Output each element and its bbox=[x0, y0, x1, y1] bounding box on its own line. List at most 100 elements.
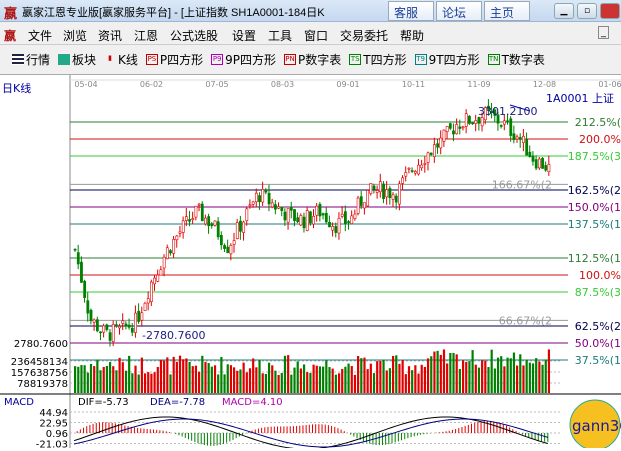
volume-bar bbox=[528, 362, 531, 393]
volume-bar bbox=[128, 355, 131, 393]
volume-axis-label: 236458134 bbox=[11, 357, 68, 368]
candle bbox=[92, 319, 96, 323]
volume-bar bbox=[369, 363, 372, 393]
volume-bar bbox=[194, 365, 198, 393]
candle bbox=[156, 274, 160, 282]
volume-bar bbox=[77, 366, 80, 393]
menu-gann[interactable]: 江恩 bbox=[134, 29, 159, 43]
candle bbox=[248, 204, 252, 207]
gann-logo-text: gann36 bbox=[572, 417, 621, 435]
candle-icon: ▮ bbox=[108, 54, 112, 62]
candle bbox=[369, 183, 373, 194]
volume-bar bbox=[74, 366, 77, 393]
candle bbox=[382, 183, 385, 199]
candle bbox=[471, 122, 475, 125]
volume-bar bbox=[309, 372, 312, 393]
candle bbox=[165, 247, 169, 259]
volume-bar bbox=[531, 363, 535, 393]
candle bbox=[296, 217, 300, 223]
candle bbox=[528, 151, 532, 158]
volume-bar bbox=[118, 357, 121, 393]
candle bbox=[80, 261, 83, 283]
candle bbox=[162, 256, 166, 269]
toolbar-item-5[interactable]: PN P数字表 bbox=[284, 51, 341, 68]
candle bbox=[522, 136, 525, 143]
volume-bar bbox=[477, 367, 481, 393]
restore-button[interactable]: _ bbox=[598, 26, 609, 39]
volume-bar bbox=[245, 372, 248, 393]
toolbar-label: K线 bbox=[118, 53, 138, 67]
menu-help[interactable]: 帮助 bbox=[400, 29, 425, 43]
candle bbox=[363, 202, 366, 209]
service-button[interactable]: 客服 bbox=[388, 1, 434, 21]
toolbar-item-3[interactable]: PS P四方形 bbox=[145, 51, 203, 68]
volume-bar bbox=[182, 359, 185, 393]
minimize-button[interactable]: ▁ bbox=[554, 3, 574, 19]
volume-bar bbox=[404, 374, 407, 393]
chart-canvas[interactable]: 日K线 05-04 06-02 07-05 08-03 09-01 10-11 11-09 12… bbox=[0, 75, 621, 451]
volume-bar bbox=[172, 356, 175, 393]
toolbar-item-4[interactable]: P9 9P四方形 bbox=[211, 51, 276, 68]
volume-bar bbox=[175, 361, 178, 393]
candle bbox=[404, 172, 408, 177]
candle bbox=[420, 164, 424, 169]
candle bbox=[452, 130, 455, 135]
close-button[interactable] bbox=[600, 3, 620, 19]
volume-bar bbox=[121, 362, 124, 393]
toolbar-item-1[interactable]: 板块 bbox=[58, 51, 96, 68]
candle bbox=[312, 216, 316, 225]
candle bbox=[134, 312, 137, 333]
date-tick: 10-11 bbox=[402, 80, 425, 89]
menu-settings[interactable]: 设置 bbox=[232, 29, 257, 43]
toolbar-item-0[interactable]: 行情 bbox=[12, 51, 50, 68]
menu-stock-screen[interactable]: 公式选股 bbox=[170, 29, 219, 43]
candle bbox=[518, 137, 522, 140]
blocks-icon bbox=[58, 54, 71, 65]
volume-bar bbox=[271, 365, 274, 393]
volume-bar bbox=[315, 365, 318, 393]
toolbar-label: T数字表 bbox=[501, 53, 545, 67]
macd-dea: DEA=-7.78 bbox=[150, 397, 205, 408]
candle bbox=[150, 281, 153, 302]
menu-news[interactable]: 资讯 bbox=[98, 29, 123, 43]
menu-file[interactable]: 文件 bbox=[28, 29, 53, 43]
candle bbox=[223, 245, 226, 249]
toolbar-item-2[interactable]: ▮ K线 bbox=[104, 51, 138, 68]
volume-bar bbox=[143, 373, 147, 393]
candle bbox=[232, 240, 236, 245]
app-logo: 嬴 bbox=[4, 7, 18, 22]
toolbar-item-7[interactable]: T9 9T四方形 bbox=[414, 51, 480, 68]
volume-bar bbox=[525, 359, 528, 393]
homepage-button[interactable]: 主页 bbox=[484, 1, 530, 21]
menu-trade[interactable]: 交易委托 bbox=[340, 29, 389, 43]
candle bbox=[302, 216, 306, 229]
menu-window[interactable]: 窗口 bbox=[304, 29, 329, 43]
volume-bar bbox=[198, 371, 201, 393]
volume-bar bbox=[210, 366, 213, 393]
menu-browse[interactable]: 浏览 bbox=[63, 29, 88, 43]
toolbar-item-6[interactable]: TS T四方形 bbox=[349, 51, 407, 68]
candle bbox=[343, 211, 347, 224]
volume-bar bbox=[86, 372, 89, 393]
maximize-button[interactable]: ▫ bbox=[577, 3, 597, 19]
candle bbox=[146, 298, 150, 304]
candle bbox=[509, 118, 513, 136]
candle bbox=[86, 300, 90, 314]
menu-bar: 嬴 文件 浏览 资讯 江恩 公式选股 设置 工具 窗口 交易委托 帮助 _ bbox=[0, 22, 621, 45]
candle bbox=[334, 226, 338, 233]
volume-bar bbox=[468, 361, 471, 393]
candle bbox=[321, 213, 325, 216]
forum-button[interactable]: 论坛 bbox=[436, 1, 482, 21]
menu-tools[interactable]: 工具 bbox=[268, 29, 293, 43]
candle bbox=[502, 120, 506, 125]
kline-chart[interactable]: 日K线 05-04 06-02 07-05 08-03 09-01 10-11 11-09 12… bbox=[0, 75, 621, 451]
candle bbox=[213, 220, 217, 226]
volume-bar bbox=[325, 360, 328, 393]
candle bbox=[331, 226, 335, 231]
volume-bar bbox=[261, 373, 264, 393]
volume-bar bbox=[115, 370, 118, 393]
candle bbox=[413, 171, 417, 174]
level-label: 150.0%(1 bbox=[568, 201, 621, 214]
toolbar-item-8[interactable]: TN T数字表 bbox=[487, 51, 545, 68]
level-label: 166.67%(2 bbox=[492, 178, 552, 191]
